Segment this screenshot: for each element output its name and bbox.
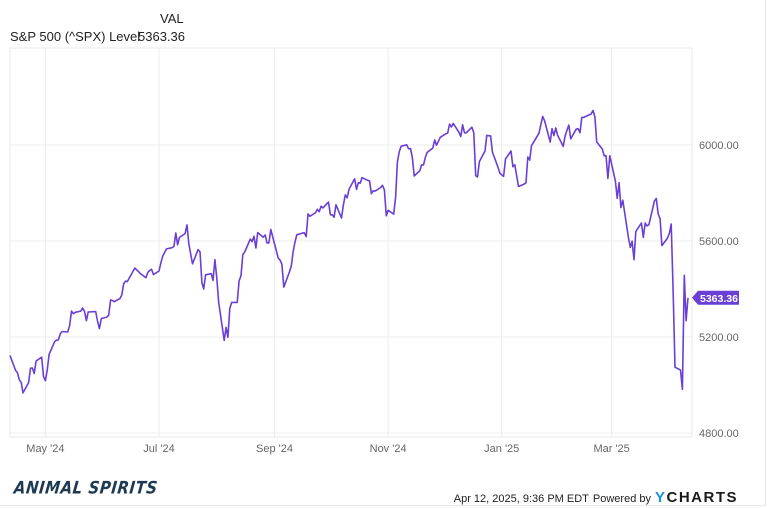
chart-footer: Apr 12, 2025, 9:36 PM EDT Powered by YCH… — [454, 489, 738, 506]
legend-series-row[interactable]: S&P 500 (^SPX) Level 5363.36 — [10, 29, 185, 44]
x-tick-label: May '24 — [26, 443, 64, 455]
last-value-label: 5363.36 — [700, 293, 738, 305]
x-axis: May '24 Jul '24 Sep '24 Nov '24 Jan '25 Mar '… — [26, 443, 630, 455]
y-tick-label: 5600.00 — [699, 236, 739, 248]
x-tick-label: Sep '24 — [256, 443, 293, 455]
y-tick-label: 5200.00 — [699, 332, 739, 344]
powered-by-label: Powered by — [592, 493, 651, 505]
y-tick-label: 4800.00 — [699, 428, 739, 440]
x-tick-label: Nov '24 — [370, 443, 407, 455]
plot-area-border — [9, 47, 693, 438]
grid-lines — [10, 48, 692, 437]
animal-spirits-logo: ANIMAL SPIRITS — [12, 477, 159, 499]
ycharts-logo[interactable]: YCHARTS — [654, 489, 738, 506]
x-tick-label: Jan '25 — [484, 443, 519, 455]
legend-series-name: S&P 500 (^SPX) Level — [10, 29, 141, 44]
x-tick-label: Mar '25 — [593, 443, 629, 455]
sp500-series-line[interactable] — [9, 109, 689, 394]
legend-column-header: VAL — [160, 11, 184, 26]
x-tick-label: Jul '24 — [143, 443, 174, 455]
y-tick-label: 6000.00 — [699, 140, 739, 152]
last-value-badge: 5363.36 — [692, 290, 739, 305]
timestamp: Apr 12, 2025, 9:36 PM EDT — [453, 493, 589, 505]
y-axis: 4800.00 5200.00 5600.00 6000.00 — [699, 140, 739, 440]
legend-series-value: 5363.36 — [138, 29, 185, 44]
